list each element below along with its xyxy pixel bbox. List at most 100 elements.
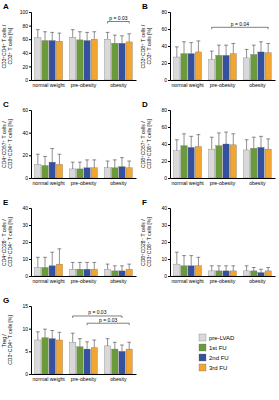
- bar: [195, 266, 201, 276]
- y-tick-mark: [168, 161, 170, 162]
- legend-item: 1st FU: [199, 344, 227, 351]
- y-tick: 0: [25, 77, 31, 83]
- bar: [188, 266, 194, 276]
- y-tick-mark: [168, 178, 170, 179]
- y-tick-label: 5: [25, 348, 28, 354]
- panel: F010203040normal weightpre-obesityobesit…: [140, 198, 276, 284]
- error-bar: [182, 134, 186, 146]
- legend-item: pre-LVAD: [199, 334, 235, 341]
- y-tick-label: 40: [22, 130, 28, 136]
- x-axis: normal weightpre-obesityobesity: [32, 276, 137, 284]
- y-tick-label: 20: [22, 152, 28, 158]
- panel: B020406080normal weightpre-obesityobesit…: [140, 2, 276, 88]
- error-bar: [217, 266, 221, 271]
- error-bar: [85, 262, 89, 269]
- y-tick-label: 0: [25, 273, 28, 279]
- y-tick: 100: [20, 9, 31, 15]
- panel: G051015normal weightpre-obesityobesityTr…: [1, 296, 137, 382]
- error-bar: [50, 252, 54, 266]
- error-bar: [127, 342, 131, 349]
- plot-marks: [35, 30, 133, 80]
- error-bar: [106, 339, 110, 346]
- legend-label: 1st FU: [209, 345, 227, 351]
- y-tick-label: 80: [161, 107, 167, 113]
- error-bar: [50, 149, 54, 163]
- y-axis: 020406080100: [20, 9, 32, 83]
- error-bar: [92, 32, 96, 39]
- error-bar: [85, 160, 89, 168]
- panel-letter: E: [3, 198, 9, 207]
- y-tick: 20: [161, 239, 170, 245]
- x-tick: pre-obesity: [210, 80, 236, 88]
- panel-letter: G: [3, 296, 9, 305]
- bar: [84, 349, 90, 374]
- x-tick: normal weight: [171, 80, 204, 88]
- bar: [84, 168, 90, 178]
- bar: [195, 147, 201, 178]
- y-tick-mark: [29, 26, 31, 27]
- y-tick-label: 10: [22, 326, 28, 332]
- error-bar: [113, 266, 117, 271]
- y-tick: 60: [22, 107, 31, 113]
- y-tick-mark: [29, 80, 31, 81]
- x-tick: pre-obesity: [210, 178, 236, 186]
- y-tick-mark: [168, 276, 170, 277]
- y-tick: 0: [164, 77, 170, 83]
- error-bar: [106, 264, 110, 269]
- bar: [216, 271, 222, 276]
- error-bar: [120, 36, 124, 43]
- bar: [174, 151, 180, 178]
- legend-item: 3rd FU: [199, 364, 227, 371]
- bar: [223, 55, 229, 80]
- y-tick-label: 40: [161, 43, 167, 49]
- error-bar: [182, 256, 186, 266]
- bar: [258, 52, 264, 80]
- x-tick: normal weight: [171, 178, 204, 186]
- plot-marks: [174, 132, 272, 178]
- y-tick-label: 0: [25, 175, 28, 181]
- y-tick-mark: [29, 178, 31, 179]
- y-tick: 0: [25, 371, 31, 377]
- error-bar: [106, 32, 110, 39]
- bar: [230, 271, 236, 276]
- y-tick: 0: [164, 273, 170, 279]
- y-tick-label: 0: [25, 371, 28, 377]
- y-tick-mark: [168, 208, 170, 209]
- x-tick: pre-obesity: [71, 178, 97, 186]
- y-tick-label: 20: [22, 239, 28, 245]
- y-tick-mark: [168, 12, 170, 13]
- bar: [216, 55, 222, 80]
- error-bar: [189, 136, 193, 147]
- error-bar: [85, 342, 89, 349]
- y-tick: 20: [161, 60, 170, 66]
- error-bar: [113, 160, 117, 168]
- error-bar: [120, 266, 124, 271]
- x-tick: obesity: [249, 178, 266, 186]
- error-bar: [58, 249, 62, 264]
- y-axis-title: CD4⁺CD28⁻ T cells / CD3⁺CD4⁺ T cells [%]: [1, 217, 13, 267]
- x-tick: pre-obesity: [71, 276, 97, 284]
- y-tick-label: 30: [22, 222, 28, 228]
- y-axis-line: [29, 307, 32, 375]
- y-tick-label: 30: [161, 222, 167, 228]
- bar: [209, 149, 215, 178]
- x-tick: obesity: [110, 178, 127, 186]
- error-bar: [182, 42, 186, 54]
- error-bar: [210, 51, 214, 60]
- x-tick-label: pre-obesity: [71, 180, 97, 186]
- bar: [70, 169, 76, 178]
- error-bar: [217, 45, 221, 55]
- y-tick: 60: [161, 124, 170, 130]
- y-tick-mark: [29, 242, 31, 243]
- y-tick-mark: [168, 80, 170, 81]
- y-tick: 80: [161, 9, 170, 15]
- y-tick-mark: [29, 351, 31, 352]
- bar: [258, 273, 264, 276]
- error-bar: [36, 30, 40, 38]
- y-tick-mark: [29, 110, 31, 111]
- bar: [174, 264, 180, 276]
- plot-marks: [35, 249, 133, 276]
- y-axis: 020406080: [161, 107, 170, 181]
- x-tick-label: pre-obesity: [71, 82, 97, 88]
- bar: [119, 271, 125, 276]
